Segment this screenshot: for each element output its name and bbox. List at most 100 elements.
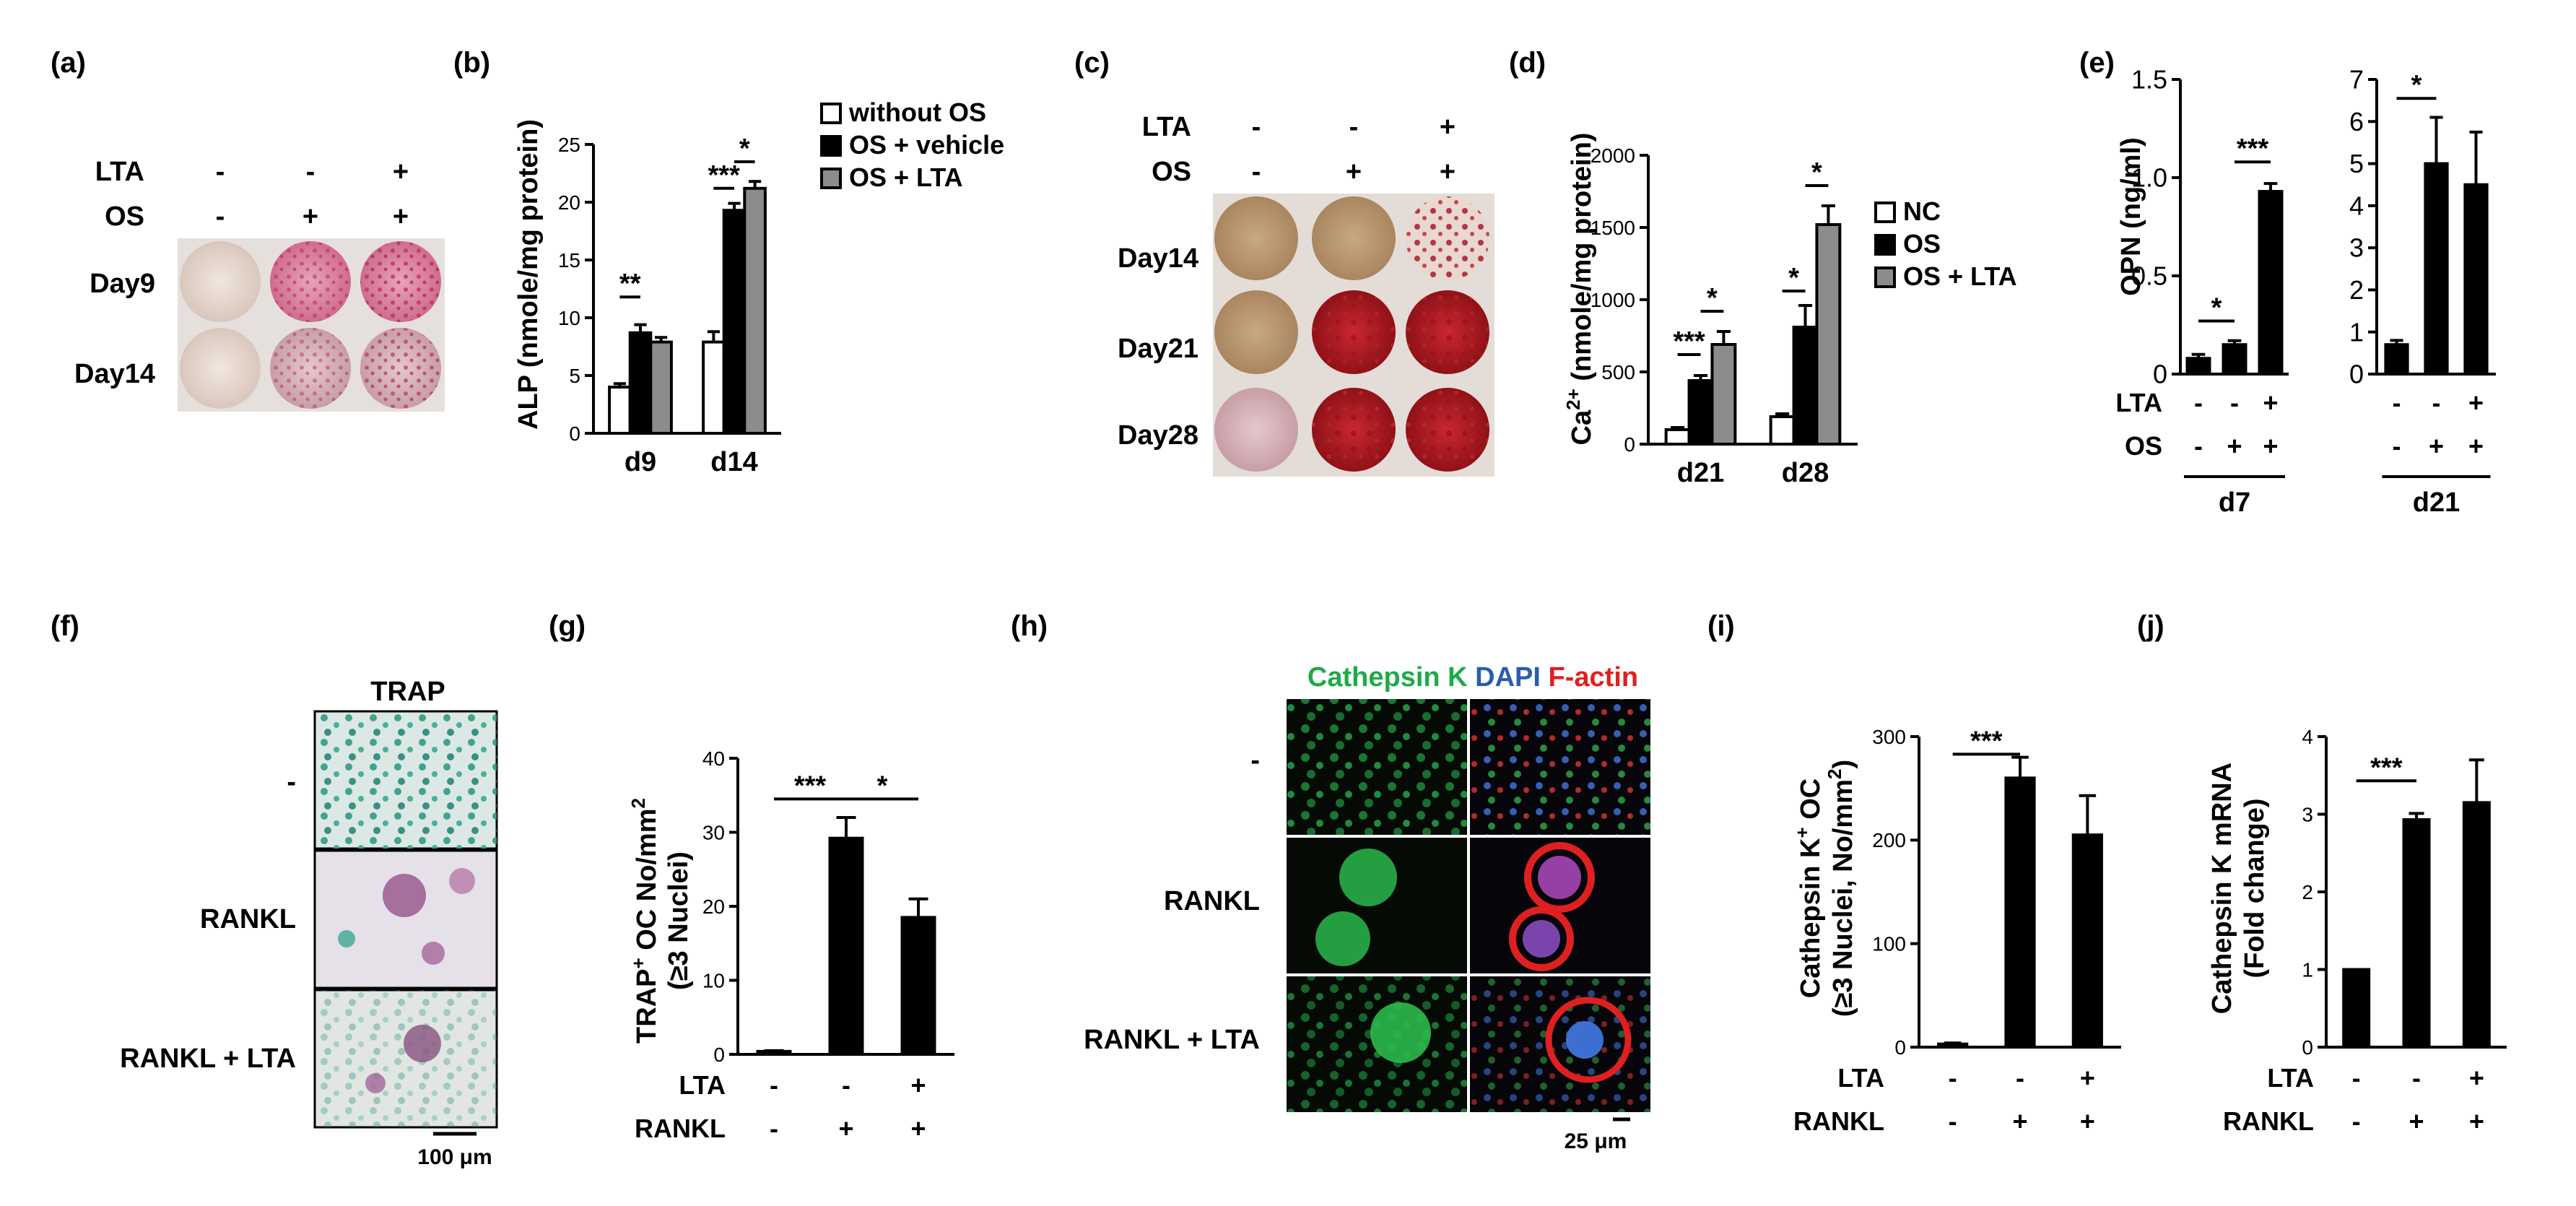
well-image bbox=[1214, 290, 1298, 374]
chart-b-significance-label: ** bbox=[619, 269, 641, 299]
chart-j-y-tick-label: 0 bbox=[2302, 1036, 2313, 1059]
panel-a-row-label-os: OS bbox=[105, 201, 144, 232]
panel-a-sign: + bbox=[303, 201, 318, 232]
panel-h-row-label: RANKL bbox=[1164, 886, 1260, 916]
chart-i-significance-label: *** bbox=[1970, 726, 2003, 756]
chart-e-d21-y-tick-label: 5 bbox=[2349, 149, 2364, 178]
chart-d-significance-label: * bbox=[1788, 263, 1799, 293]
chart-e-d7-y-tick-label: 1.5 bbox=[2131, 65, 2167, 95]
panel-label-g: (g) bbox=[549, 610, 586, 642]
chart-j-y-tick-label: 1 bbox=[2302, 958, 2313, 981]
chart-b-y-tick-label: 10 bbox=[558, 307, 580, 329]
chart-e-d7-y-tick-label: 0 bbox=[2153, 360, 2167, 389]
chart-e-d21-y-tick-label: 1 bbox=[2349, 317, 2364, 347]
chart-b-legend-swatch bbox=[820, 135, 842, 157]
chart-b-y-tick-label: 20 bbox=[558, 191, 580, 214]
chart-d-bar-os-lta bbox=[1815, 223, 1842, 446]
chart-b-category-label: d14 bbox=[710, 447, 757, 477]
chart-d-legend-swatch bbox=[1874, 266, 1896, 288]
chart-j-sign: - bbox=[2412, 1063, 2421, 1093]
chart-g-sign: - bbox=[770, 1070, 778, 1100]
chart-b-y-tick-label: 5 bbox=[569, 365, 580, 387]
well-image bbox=[270, 241, 351, 322]
chart-b-significance-label: * bbox=[739, 134, 750, 164]
chart-g-y-tick-label: 10 bbox=[702, 969, 725, 992]
trap-cell bbox=[365, 1073, 386, 1093]
chart-d-bar-os-lta bbox=[1710, 343, 1737, 446]
well-image bbox=[1214, 388, 1298, 472]
chart-i-y-tick-label: 200 bbox=[1872, 829, 1906, 851]
chart-e-d21-group-label: d21 bbox=[2413, 487, 2460, 518]
chart-e-d7-sign: - bbox=[2194, 388, 2203, 417]
panel-f: TRAP - RANKL RANKL + LTA 100 μm bbox=[120, 677, 498, 1169]
well-image bbox=[1214, 196, 1298, 280]
chart-e-d21-bar bbox=[2424, 162, 2449, 376]
panel-h-scale-label: 25 μm bbox=[1565, 1129, 1627, 1153]
chart-d-significance-label: * bbox=[1811, 157, 1822, 188]
trap-cell bbox=[338, 930, 355, 947]
chart-j-sign: + bbox=[2409, 1106, 2424, 1136]
chart-g-bar bbox=[900, 916, 936, 1056]
chart-b-bar-os-lta bbox=[743, 186, 767, 435]
panel-a-sign: - bbox=[306, 157, 316, 187]
panel-c-day-label: Day28 bbox=[1118, 420, 1198, 451]
panel-h: Cathepsin K DAPI F-actin - RANKL RANKL +… bbox=[1084, 662, 1650, 1153]
chart-i-sign: - bbox=[1949, 1063, 1957, 1093]
chart-j-sign: + bbox=[2469, 1106, 2484, 1136]
chart-g-sign: + bbox=[838, 1114, 853, 1143]
trap-cell bbox=[449, 868, 475, 894]
chart-i-y-tick-label: 0 bbox=[1894, 1036, 1906, 1059]
chart-g-y-tick-label: 20 bbox=[702, 895, 725, 918]
panel-a-day-label: Day14 bbox=[74, 359, 155, 389]
chart-e-d7-sign: - bbox=[2230, 388, 2239, 417]
chart-e-d7-group-label: d7 bbox=[2219, 487, 2250, 518]
if-cell bbox=[1509, 906, 1574, 971]
chart-b-legend-swatch bbox=[820, 168, 842, 189]
chart-d-bar-nc bbox=[1664, 428, 1691, 446]
chart-b-bar-without-os bbox=[608, 386, 632, 435]
chart-e-d7-significance-label: *** bbox=[2237, 134, 2269, 164]
chart-d-y-tick-label: 2000 bbox=[1591, 144, 1635, 167]
chart-b-y-tick-label: 25 bbox=[558, 134, 580, 156]
chart-e-d7-significance-label: * bbox=[2211, 293, 2222, 324]
chart-j-sign: - bbox=[2352, 1106, 2361, 1136]
trap-image bbox=[315, 990, 497, 1127]
chart-i-y-tick-label: 100 bbox=[1872, 932, 1906, 955]
panel-label-i: (i) bbox=[1707, 610, 1735, 642]
chart-e-d7-bar bbox=[2185, 357, 2211, 376]
if-image bbox=[1287, 699, 1467, 835]
chart-e-d21-y-tick-label: 6 bbox=[2349, 107, 2364, 136]
trap-cell bbox=[404, 1025, 441, 1062]
well-image bbox=[1312, 196, 1396, 280]
chart-d-legend-label: OS + LTA bbox=[1903, 261, 2017, 291]
if-cell bbox=[1315, 911, 1370, 966]
chart-e-d21-bar bbox=[2384, 343, 2409, 376]
chart-b-legend-label: OS + vehicle bbox=[849, 130, 1004, 160]
chart-g-sign: + bbox=[910, 1070, 926, 1100]
panel-a-day-label: Day9 bbox=[90, 269, 155, 299]
chart-e-d7-sign: - bbox=[2194, 431, 2203, 461]
chart-i-row-label: RANKL bbox=[1793, 1106, 1884, 1136]
chart-e-d7-sign: + bbox=[2227, 431, 2242, 461]
if-cell bbox=[1524, 842, 1595, 913]
if-image bbox=[1470, 976, 1650, 1112]
chart-i-sign: + bbox=[2080, 1063, 2095, 1093]
chart-b-category-label: d9 bbox=[625, 447, 656, 477]
well-image bbox=[180, 241, 261, 322]
chart-b-bar-without-os bbox=[702, 340, 726, 435]
if-cell bbox=[1523, 920, 1560, 958]
well-image bbox=[360, 241, 441, 322]
chart-i-sign: + bbox=[2012, 1106, 2027, 1136]
panel-c-sign: + bbox=[1440, 112, 1455, 142]
panel-label-d: (d) bbox=[1509, 47, 1546, 79]
chart-b-legend-label: without OS bbox=[848, 97, 986, 127]
panel-c-sign: - bbox=[1252, 157, 1261, 187]
panel-c-sign: + bbox=[1440, 157, 1455, 187]
y-axis-label-i-line2: (≥3 Nuclei, No/mm2) bbox=[1824, 760, 1858, 1017]
chart-j-bar bbox=[2342, 968, 2371, 1049]
chart-d-category-label: d21 bbox=[1677, 458, 1724, 488]
chart-d-category-label: d28 bbox=[1782, 458, 1829, 488]
y-axis-label-e: OPN (ng/ml) bbox=[2116, 137, 2146, 296]
chart-g-y-tick-label: 0 bbox=[713, 1044, 725, 1066]
